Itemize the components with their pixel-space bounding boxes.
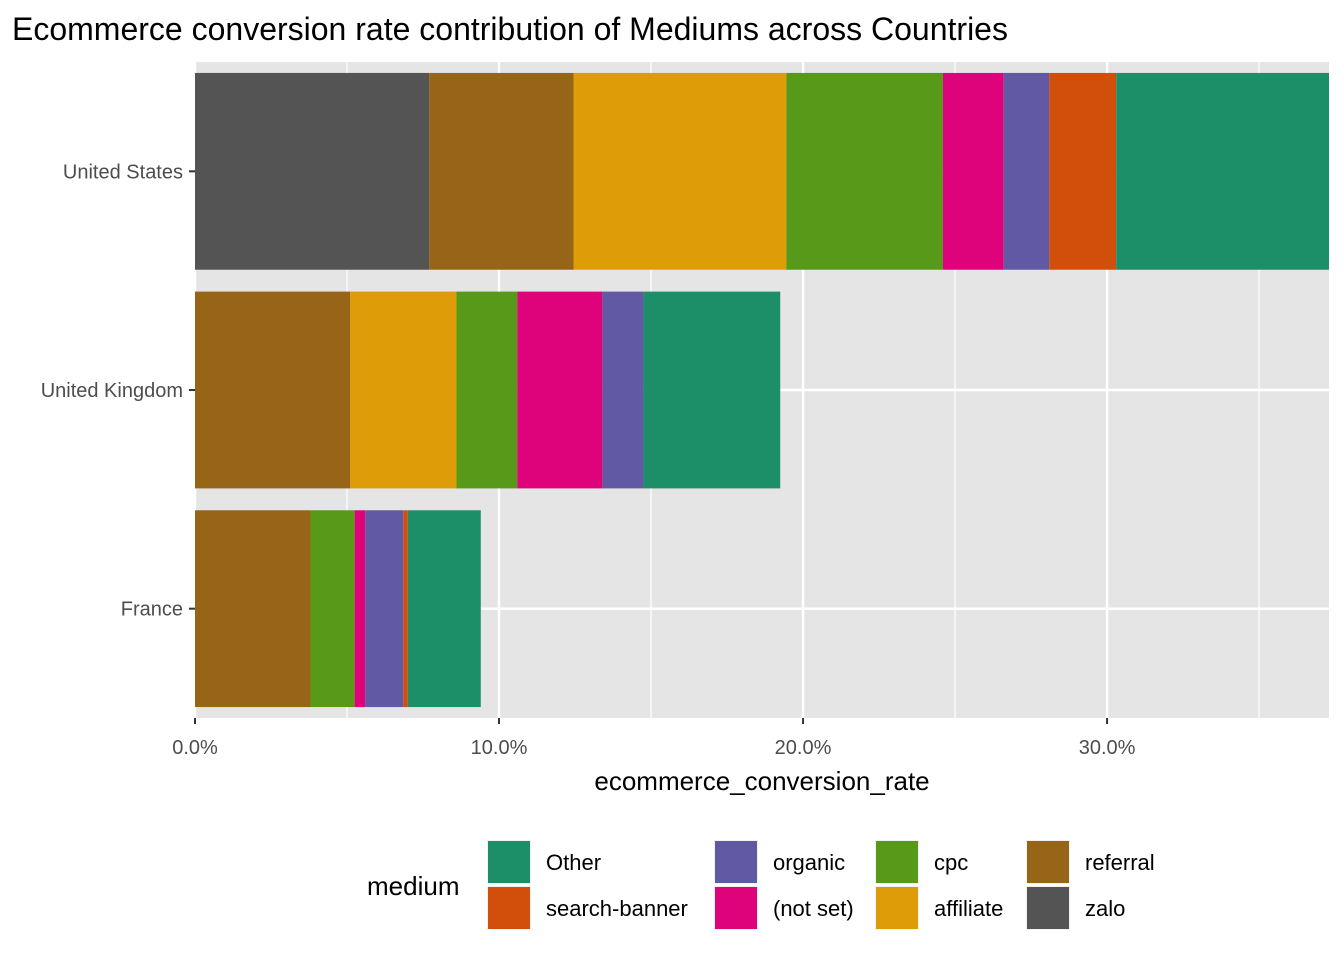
bar-segment bbox=[407, 510, 481, 708]
x-tick-label: 20.0% bbox=[775, 737, 832, 759]
bar-segment bbox=[942, 72, 1004, 270]
bar-segment bbox=[1049, 72, 1117, 270]
legend: medium Other search-banner organic (not set… bbox=[367, 840, 1155, 930]
bar-segment bbox=[195, 291, 351, 489]
y-tick-label: United Kingdom bbox=[41, 380, 183, 402]
legend-title: medium bbox=[367, 871, 459, 901]
bar-segment bbox=[456, 291, 518, 489]
legend-key bbox=[715, 841, 757, 883]
y-axis: United States United Kingdom France bbox=[41, 161, 195, 621]
bar-segment bbox=[310, 510, 355, 708]
bar-segment bbox=[195, 72, 430, 270]
legend-key bbox=[876, 887, 918, 929]
legend-label: affiliate bbox=[934, 896, 1003, 921]
bar-segment bbox=[429, 72, 574, 270]
bar-segment bbox=[517, 291, 603, 489]
legend-key bbox=[488, 887, 530, 929]
x-tick-label: 10.0% bbox=[471, 737, 528, 759]
bar-segment bbox=[643, 291, 781, 489]
legend-key bbox=[1027, 887, 1069, 929]
bar-segment bbox=[1003, 72, 1050, 270]
legend-label: Other bbox=[546, 850, 601, 875]
bar-segment bbox=[350, 291, 457, 489]
legend-label: (not set) bbox=[773, 896, 854, 921]
bar-segment bbox=[195, 510, 311, 708]
x-axis: 0.0% 10.0% 20.0% 30.0% bbox=[172, 718, 1136, 759]
bar-segment bbox=[573, 72, 787, 270]
bar-segment bbox=[786, 72, 943, 270]
y-tick-label: France bbox=[121, 599, 183, 621]
legend-label: cpc bbox=[934, 850, 968, 875]
legend-label: referral bbox=[1085, 850, 1155, 875]
x-tick-label: 30.0% bbox=[1079, 737, 1136, 759]
legend-key bbox=[715, 887, 757, 929]
x-axis-title: ecommerce_conversion_rate bbox=[594, 766, 929, 796]
bar-segment bbox=[1116, 72, 1329, 270]
bar-segment bbox=[365, 510, 404, 708]
legend-key bbox=[488, 841, 530, 883]
legend-label: organic bbox=[773, 850, 845, 875]
bar-segment bbox=[403, 510, 408, 708]
y-tick-label: United States bbox=[63, 161, 183, 183]
legend-label: search-banner bbox=[546, 896, 688, 921]
legend-key bbox=[876, 841, 918, 883]
x-tick-label: 0.0% bbox=[172, 737, 218, 759]
bar-segment bbox=[354, 510, 366, 708]
legend-label: zalo bbox=[1085, 896, 1125, 921]
bars bbox=[195, 72, 1329, 708]
legend-key bbox=[1027, 841, 1069, 883]
bar-segment bbox=[602, 291, 644, 489]
chart-title: Ecommerce conversion rate contribution o… bbox=[12, 11, 1008, 47]
